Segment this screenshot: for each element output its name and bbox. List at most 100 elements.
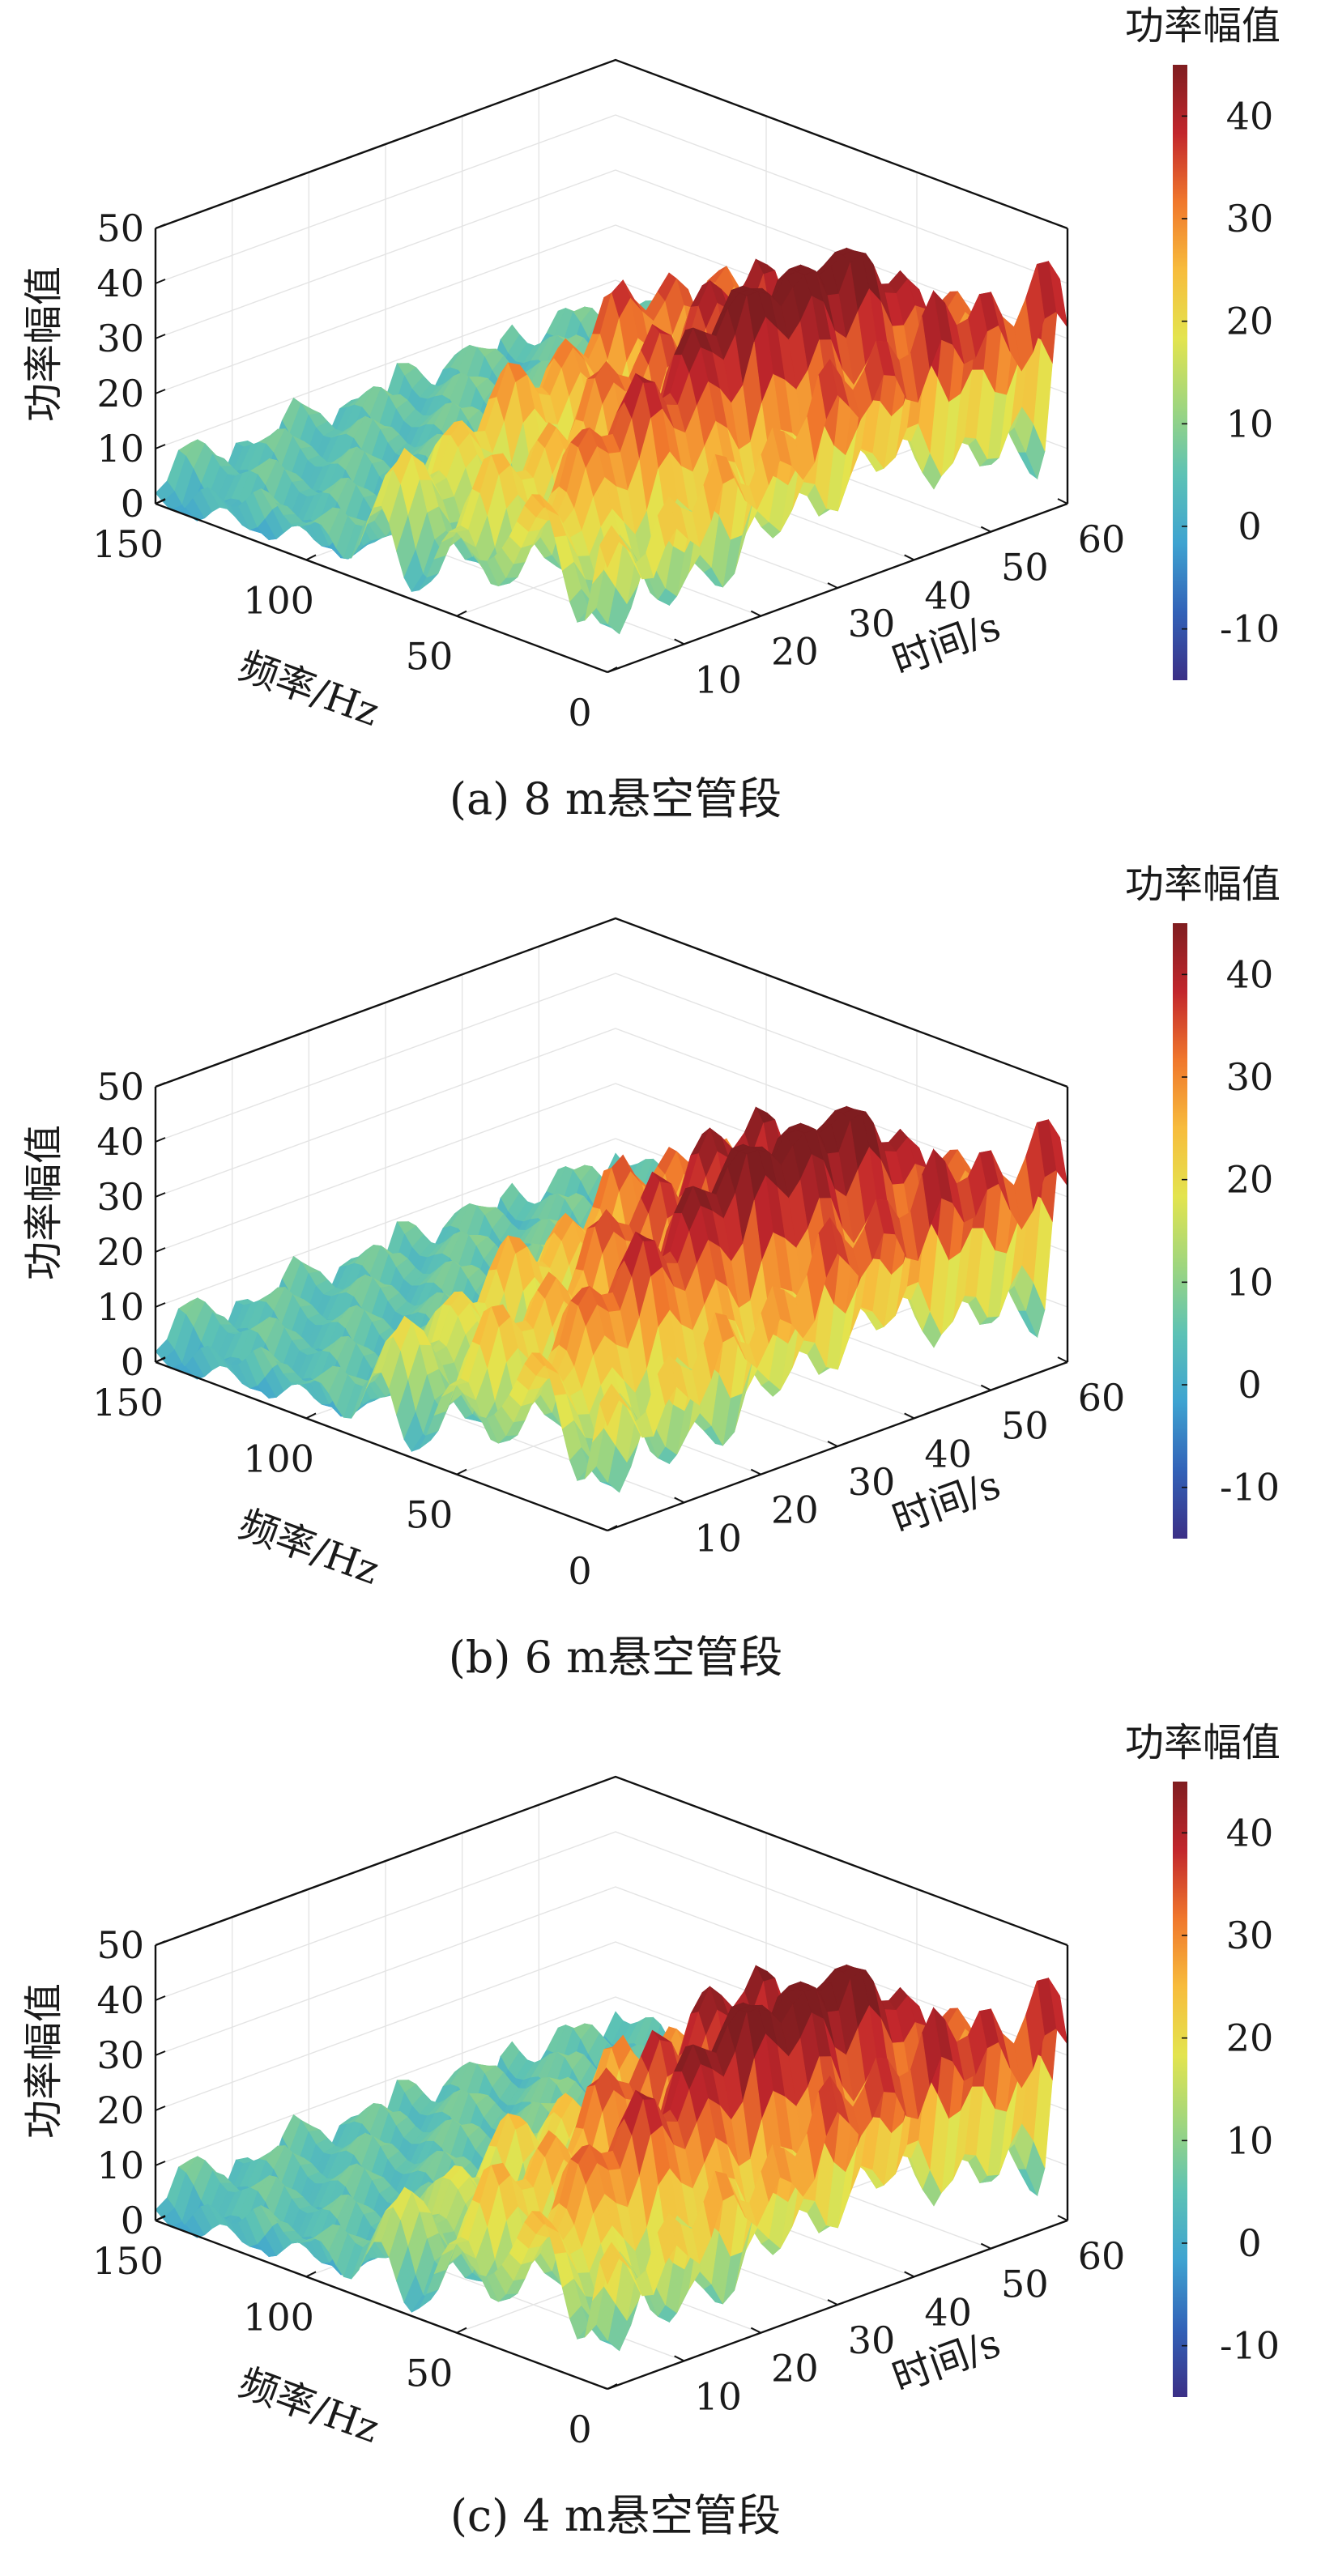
z-tick-label: 30 — [96, 1175, 144, 1219]
z-tick-mark — [155, 1137, 166, 1143]
grid-line-z — [155, 59, 1068, 229]
time-tick-label: 20 — [771, 630, 819, 674]
time-tick-mark — [827, 1441, 838, 1447]
time-tick-mark — [750, 1468, 761, 1475]
z-tick-label: 40 — [96, 262, 144, 305]
colorbar: -10 0 10 20 30 40 功率幅值 — [1125, 3, 1281, 680]
freq-tick-mark — [155, 1356, 166, 1363]
freq-tick-label: 50 — [406, 1493, 454, 1537]
freq-tick-mark — [155, 498, 166, 505]
time-tick-label: 40 — [924, 573, 972, 617]
time-tick-label: 10 — [694, 1516, 742, 1560]
grid-line-z — [155, 114, 1068, 284]
z-tick-mark — [155, 224, 166, 229]
top-back-edges — [155, 58, 1068, 230]
freq-tick-label: 0 — [568, 1549, 591, 1593]
z-axis-label: 功率幅值 — [21, 1125, 66, 1280]
surface — [155, 247, 1068, 635]
panel-caption: (a) 8 m悬空管段 — [450, 773, 782, 824]
colorbar-tick-label: 10 — [1226, 402, 1274, 445]
time-tick-label: 30 — [848, 1460, 896, 1504]
colorbar-gradient — [1173, 65, 1187, 680]
tick-labels: 0 10 20 30 40 50 0 50 100 150 10 20 30 40 50 60 — [92, 1065, 1125, 1593]
time-tick-label: 50 — [1001, 1404, 1049, 1448]
z-tick-mark — [155, 389, 166, 394]
freq-tick-mark — [305, 1412, 317, 1420]
freq-axis-line — [155, 502, 608, 674]
surface-patch — [599, 525, 620, 568]
time-tick-mark — [904, 1412, 915, 1420]
colorbar: -10 0 10 20 30 40 功率幅值 — [1125, 862, 1281, 1539]
z-tick-mark — [155, 1192, 166, 1198]
colorbar-label: 功率幅值 — [1125, 3, 1281, 49]
time-tick-mark — [674, 638, 685, 645]
z-axis-label: 功率幅值 — [21, 266, 66, 422]
z-tick-label: 20 — [96, 372, 144, 415]
top-back-edges — [155, 917, 1068, 1088]
time-tick-label: 60 — [1078, 517, 1126, 561]
z-tick-label: 0 — [121, 1340, 144, 1384]
z-tick-label: 40 — [96, 1120, 144, 1164]
z-tick-label: 30 — [96, 317, 144, 360]
colorbar-tick-label: 0 — [1238, 1363, 1261, 1407]
time-tick-mark — [1057, 1356, 1068, 1363]
freq-tick-label: 150 — [92, 522, 164, 566]
freq-tick-label: 150 — [92, 1381, 164, 1424]
time-tick-label: 50 — [1001, 546, 1049, 590]
time-tick-mark — [827, 582, 838, 589]
panel-caption: (b) 6 m悬空管段 — [449, 1632, 783, 1683]
colorbar-tick-label: 10 — [1226, 1260, 1274, 1304]
grid-line-z — [155, 1831, 1068, 2001]
z-tick-label: 10 — [96, 1285, 144, 1329]
surface-panel-3: 01020304050050100150102030405060功率幅值频率/H… — [21, 1720, 1281, 2541]
z-tick-label: 50 — [96, 207, 144, 250]
grid-line-z — [155, 1776, 1068, 1946]
freq-tick-mark — [456, 1468, 467, 1475]
time-tick-label: 20 — [771, 1488, 819, 1532]
time-tick-label: 10 — [694, 658, 742, 701]
freq-tick-label: 0 — [568, 691, 591, 734]
colorbar-tick-label: -10 — [1220, 607, 1280, 651]
time-tick-label: 40 — [924, 1432, 972, 1475]
z-tick-mark — [155, 1302, 166, 1308]
freq-tick-label: 100 — [243, 578, 314, 622]
time-tick-mark — [1057, 498, 1068, 505]
surface — [155, 1964, 1068, 2352]
freq-tick-label: 100 — [243, 1437, 314, 1480]
colorbar-tick-label: 30 — [1226, 197, 1274, 241]
z-tick-mark — [155, 334, 166, 339]
time-tick-label: 60 — [1078, 1376, 1126, 1420]
freq-tick-mark — [305, 554, 317, 561]
colorbar-tick-label: 20 — [1226, 300, 1274, 343]
z-tick-label: 0 — [121, 482, 144, 526]
colorbar-tick-label: 20 — [1226, 1158, 1274, 1202]
surface-panel-2: 01020304050050100150102030405060功率幅值频率/H… — [21, 862, 1281, 1683]
colorbar-tick-label: -10 — [1220, 1466, 1280, 1509]
surface-panel-1: 01020304050050100150102030405060功率幅值频率/H… — [21, 3, 1281, 824]
colorbar-tick-label: 30 — [1226, 1055, 1274, 1099]
freq-tick-mark — [607, 1525, 618, 1531]
colorbar-tick-label: 40 — [1226, 952, 1274, 996]
time-tick-mark — [674, 1497, 685, 1504]
freq-axis-line — [155, 1360, 608, 1532]
time-tick-mark — [980, 526, 991, 533]
surface-patch — [599, 1383, 620, 1427]
z-tick-label: 50 — [96, 1065, 144, 1109]
colorbar-label: 功率幅值 — [1125, 862, 1281, 907]
colorbar-gradient — [1173, 923, 1187, 1539]
surface — [155, 1105, 1068, 1493]
z-tick-label: 20 — [96, 1230, 144, 1274]
grid-line-z — [155, 973, 1068, 1143]
z-tick-mark — [155, 1082, 166, 1088]
time-tick-mark — [980, 1384, 991, 1391]
colorbar-tick-label: 40 — [1226, 94, 1274, 138]
freq-axis-label: 频率/Hz — [233, 1501, 386, 1594]
z-tick-label: 10 — [96, 427, 144, 470]
colorbar-tick-label: 0 — [1238, 505, 1261, 548]
freq-tick-label: 50 — [406, 635, 454, 679]
time-tick-mark — [904, 554, 915, 561]
freq-tick-mark — [456, 610, 467, 617]
z-tick-mark — [155, 1247, 166, 1253]
